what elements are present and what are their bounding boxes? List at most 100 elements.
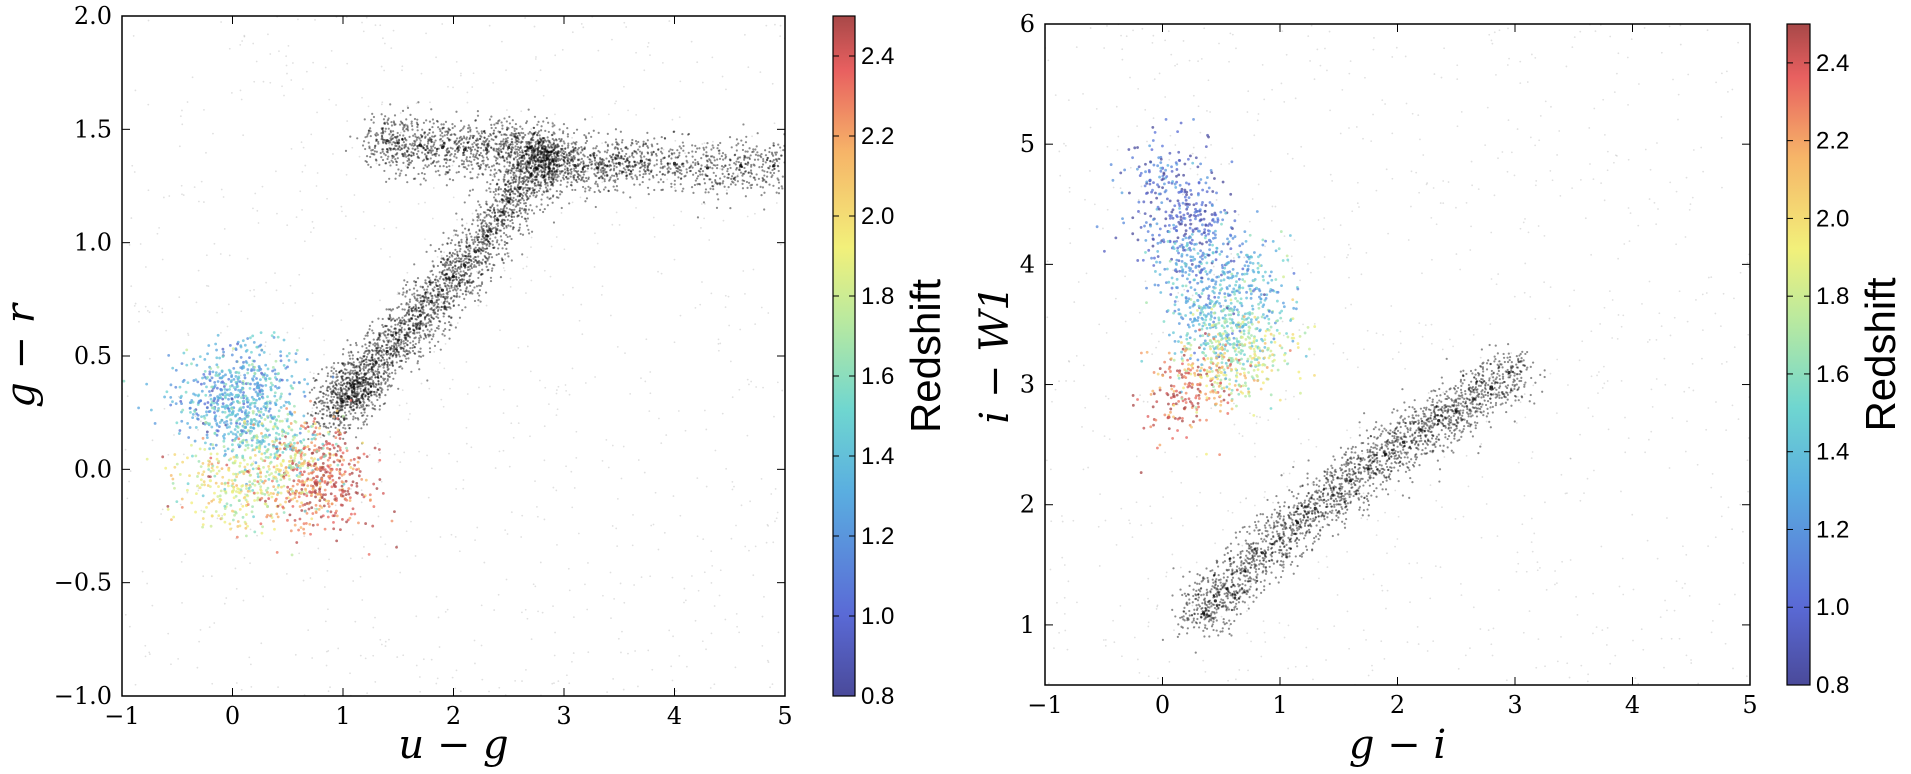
star-point [434,312,437,315]
star-point [464,260,468,264]
star-point [420,322,423,325]
star-point [445,289,449,292]
star-point [507,154,511,157]
star-point [354,436,358,439]
star-point [422,310,425,314]
star-point [444,173,447,176]
star-point [556,165,559,168]
star-point [347,424,350,427]
star-point [456,145,459,149]
star-point [401,65,404,68]
star-point [569,175,572,178]
star-point [356,390,359,393]
star-point [353,391,356,394]
star-point [505,120,508,123]
star-point [413,133,417,136]
star-point [429,270,432,273]
star-point [480,604,483,607]
star-point [363,420,367,423]
star-point [444,272,448,275]
star-point [486,269,489,272]
star-point [342,417,346,420]
star-point [138,320,140,323]
star-point [319,390,323,393]
star-point [413,139,416,143]
star-point [507,180,510,183]
star-point [643,471,646,474]
star-point [519,125,522,128]
star-point [484,247,487,251]
star-point [358,369,362,372]
star-point [500,198,503,201]
star-point [335,370,338,373]
star-point [551,176,554,179]
star-point [362,378,365,381]
star-point [457,280,461,283]
star-point [425,119,428,122]
star-point [358,361,361,364]
star-point [388,313,391,317]
star-point [349,343,352,347]
star-point [487,240,490,243]
star-point [616,545,619,548]
star-point [518,209,521,212]
star-point [482,224,485,228]
star-point [406,350,409,353]
star-point [497,209,501,212]
star-point [464,227,467,230]
star-point [565,390,568,392]
star-point [411,313,415,316]
star-point [434,295,438,298]
star-point [287,44,290,47]
star-point [376,347,379,350]
star-point [532,132,536,135]
star-point [410,307,413,310]
star-point [383,362,386,365]
star-point [713,683,716,686]
star-point [728,324,731,327]
star-point [510,132,513,135]
star-point [428,276,431,280]
star-point [483,260,487,263]
star-point [409,413,411,415]
star-point [561,151,564,155]
star-point [527,147,530,150]
star-point [334,404,337,408]
star-point [353,395,356,398]
star-point [523,157,526,160]
star-point [488,118,492,121]
star-point [535,56,537,58]
star-point [508,193,512,196]
star-point [352,395,355,398]
star-point [525,220,528,223]
star-point [395,342,398,344]
star-point [417,316,420,319]
star-point [474,662,476,665]
star-point [543,518,546,521]
star-point [750,380,753,383]
star-point [337,361,340,365]
star-point [332,406,335,409]
star-point [465,246,468,249]
star-point [479,163,483,166]
star-point [414,336,417,339]
star-point [551,159,555,163]
star-point [377,383,380,386]
star-point [348,388,351,391]
star-point [545,154,548,157]
star-point [518,153,522,157]
star-point [495,122,498,125]
star-point [492,226,495,230]
star-point [509,277,512,280]
star-point [505,195,508,199]
star-point [463,201,466,204]
star-point [346,395,349,398]
star-point [531,178,534,181]
star-point [450,284,453,287]
star-point [683,601,685,604]
star-point [365,377,368,380]
star-point [779,24,782,27]
star-point [543,175,546,178]
star-point [419,322,422,325]
